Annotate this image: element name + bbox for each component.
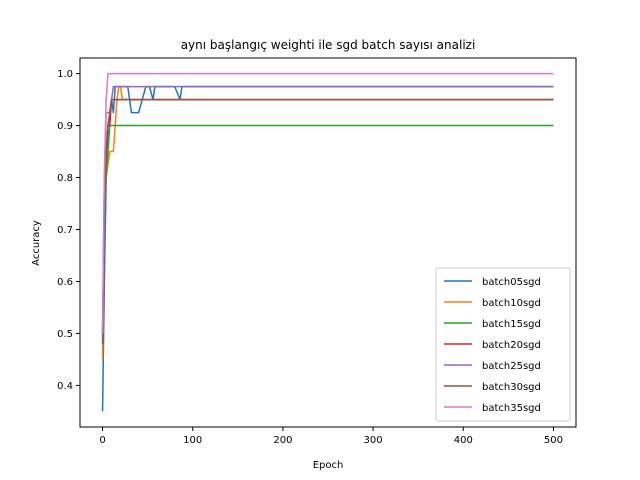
x-tick-label: 300 (364, 435, 383, 446)
y-axis-label: Accuracy (31, 220, 42, 266)
legend-label-batch05sgd: batch05sgd (482, 277, 541, 288)
x-tick-label: 100 (183, 435, 202, 446)
x-axis: 0 100 200 300 400 500 (99, 427, 563, 446)
series-layer (101, 72, 554, 412)
y-tick-label: 0.8 (57, 173, 73, 184)
legend-label-batch20sgd: batch20sgd (482, 340, 541, 351)
y-tick-label: 1.0 (57, 69, 73, 80)
series-line-batch35sgd (101, 72, 554, 334)
y-tick-label: 0.4 (57, 381, 73, 392)
x-tick-label: 0 (99, 435, 105, 446)
plot-area (79, 57, 577, 428)
x-tick-label: 400 (454, 435, 473, 446)
y-tick-label: 0.5 (57, 329, 73, 340)
legend-label-batch30sgd: batch30sgd (482, 382, 541, 393)
legend-box (435, 267, 571, 422)
legend-label-batch35sgd: batch35sgd (482, 403, 541, 414)
chart-title: aynı başlangıç weighti ile sgd batch say… (181, 38, 476, 52)
x-tick-label: 500 (544, 435, 563, 446)
legend: batch05sgd batch10sgd batch15sgd batch20sgd… (435, 267, 571, 422)
y-tick-label: 0.7 (57, 225, 73, 236)
plot-frame (79, 57, 577, 428)
legend-label-batch10sgd: batch10sgd (482, 298, 541, 309)
legend-label-batch25sgd: batch25sgd (482, 361, 541, 372)
y-axis: 0.4 0.5 0.6 0.7 0.8 0.9 1.0 (57, 69, 80, 392)
y-tick-label: 0.9 (57, 121, 73, 132)
y-tick-label: 0.6 (57, 277, 73, 288)
legend-label-batch15sgd: batch15sgd (482, 319, 541, 330)
x-tick-label: 200 (273, 435, 292, 446)
x-axis-label: Epoch (313, 460, 344, 471)
